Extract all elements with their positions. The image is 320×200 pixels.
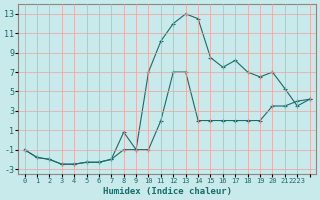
X-axis label: Humidex (Indice chaleur): Humidex (Indice chaleur) <box>103 187 232 196</box>
